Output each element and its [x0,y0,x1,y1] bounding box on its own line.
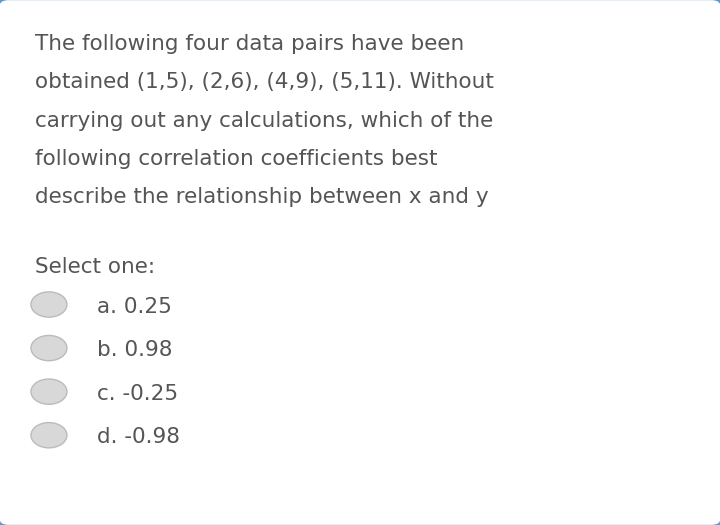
Text: following correlation coefficients best: following correlation coefficients best [35,149,437,169]
Text: carrying out any calculations, which of the: carrying out any calculations, which of … [35,111,492,131]
Text: obtained (1,5), (2,6), (4,9), (5,11). Without: obtained (1,5), (2,6), (4,9), (5,11). Wi… [35,72,493,92]
Ellipse shape [31,292,67,317]
Text: Select one:: Select one: [35,257,155,277]
Ellipse shape [31,335,67,361]
Text: c. -0.25: c. -0.25 [97,384,179,404]
Text: describe the relationship between x and y: describe the relationship between x and … [35,187,488,207]
Text: d. -0.98: d. -0.98 [97,427,180,447]
Text: The following four data pairs have been: The following four data pairs have been [35,34,464,54]
Text: b. 0.98: b. 0.98 [97,340,173,360]
Ellipse shape [31,379,67,404]
Ellipse shape [31,423,67,448]
Text: a. 0.25: a. 0.25 [97,297,172,317]
